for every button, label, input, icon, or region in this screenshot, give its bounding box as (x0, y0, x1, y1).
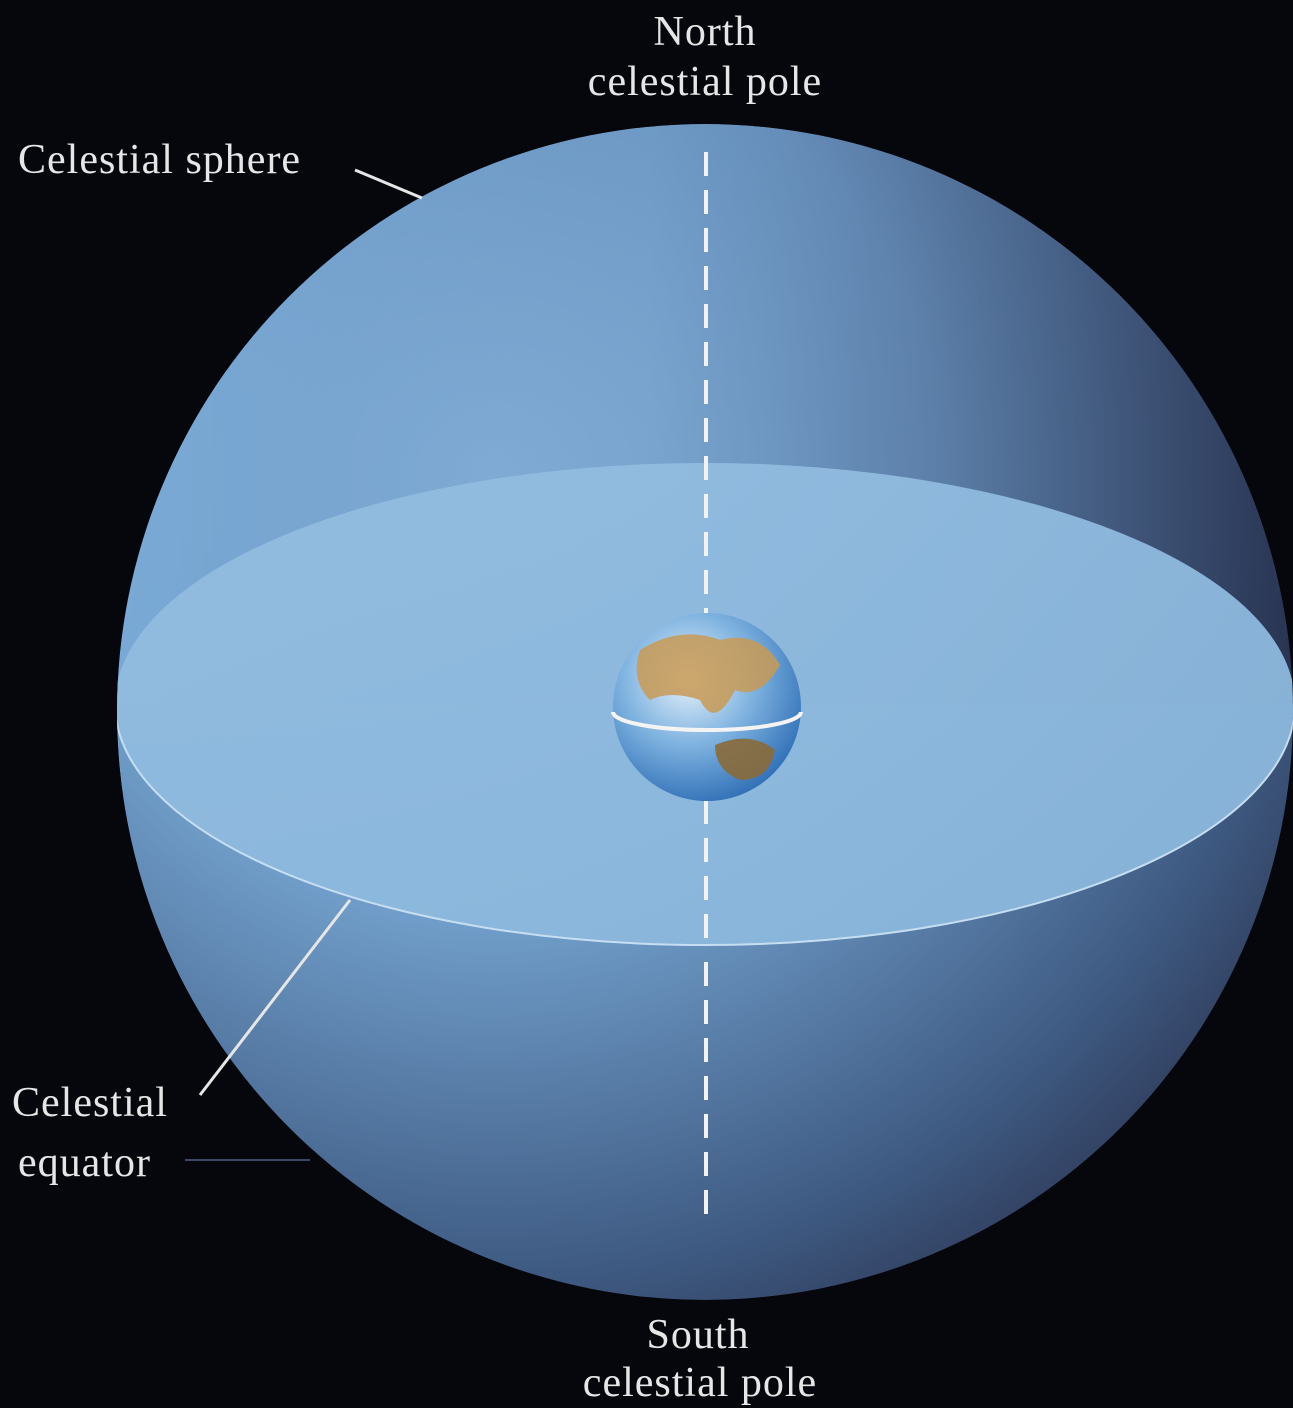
earth (613, 613, 801, 801)
south-pole-label: South (646, 1312, 749, 1358)
diagram: North celestial pole Celestial sphere Ce… (0, 0, 1293, 1408)
north-pole-label: North (654, 9, 757, 55)
south-pole-label: celestial pole (583, 1360, 817, 1406)
page: North celestial pole Celestial sphere Ce… (0, 0, 1293, 1408)
celestial-equator-label: equator (18, 1140, 151, 1186)
north-pole-label: celestial pole (588, 59, 822, 105)
celestial-equator-label: Celestial (12, 1080, 168, 1126)
celestial-sphere-label: Celestial sphere (18, 137, 301, 183)
